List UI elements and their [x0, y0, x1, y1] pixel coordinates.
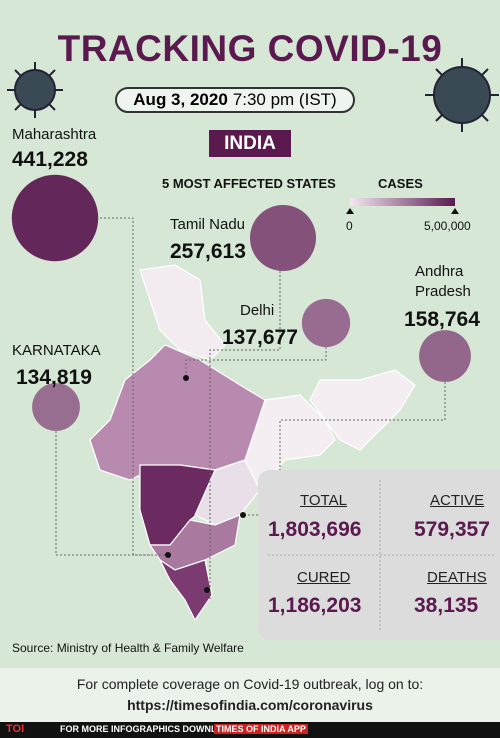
total-value: 38,135 [414, 594, 479, 617]
scale-tick [346, 208, 354, 214]
total-value: 1,186,203 [268, 594, 362, 617]
state-bubble [301, 298, 351, 348]
state-cases: 134,819 [16, 366, 92, 389]
virus-icon [7, 62, 63, 118]
footer-box [0, 668, 500, 722]
virus-icon [425, 58, 499, 132]
title: TRACKING COVID-19 [57, 28, 443, 69]
state-cases: 441,228 [12, 148, 88, 171]
connector [55, 217, 446, 600]
state-cases: 137,677 [222, 326, 298, 349]
source: Source: Ministry of Health & Family Welf… [12, 641, 244, 655]
state-bubble [249, 204, 317, 272]
total-label: CURED [297, 569, 351, 586]
date-pill: Aug 3, 2020 7:30 pm (IST) [115, 87, 355, 113]
scale-title: CASES [378, 176, 423, 191]
scale-min-label: 0 [346, 219, 353, 233]
state-name: Andhra Pradesh [415, 263, 471, 300]
total-label: DEATHS [427, 569, 487, 586]
total-label: TOTAL [300, 492, 347, 509]
state-name: Tamil Nadu [170, 216, 246, 233]
app-name[interactable]: TIMES OF INDIA APP [214, 724, 308, 734]
state-bubble [419, 330, 471, 382]
footer-bar-text: FOR MORE INFOGRAPHICS DOWNLOAD [60, 724, 237, 734]
footer-note: For complete coverage on Covid-19 outbre… [76, 676, 424, 692]
scale-tick [451, 208, 459, 214]
country: INDIA [209, 130, 291, 157]
legend-title: 5 MOST AFFECTED STATES [162, 176, 336, 191]
india-map [89, 264, 416, 622]
scale-max-label: 5,00,000 [424, 219, 471, 233]
city-dot [165, 375, 246, 593]
brand: TOI [6, 723, 25, 735]
totals-panel [258, 470, 500, 640]
state-cases: 257,613 [170, 240, 246, 263]
state-name: KARNATAKA [12, 342, 101, 359]
color-scale [350, 198, 455, 206]
total-value: 579,357 [414, 518, 490, 541]
total-value: 1,803,696 [268, 518, 362, 541]
date: Aug 3, 2020 [133, 90, 228, 109]
state-bubble [11, 174, 99, 262]
state-name: Maharashtra [12, 126, 97, 143]
state-name: Delhi [240, 302, 275, 319]
total-label: ACTIVE [430, 492, 485, 509]
state-bubble [32, 383, 80, 431]
footer-url[interactable]: https://timesofindia.com/coronavirus [127, 697, 373, 713]
state-cases: 158,764 [404, 308, 480, 331]
time: 7:30 pm (IST) [232, 90, 337, 109]
